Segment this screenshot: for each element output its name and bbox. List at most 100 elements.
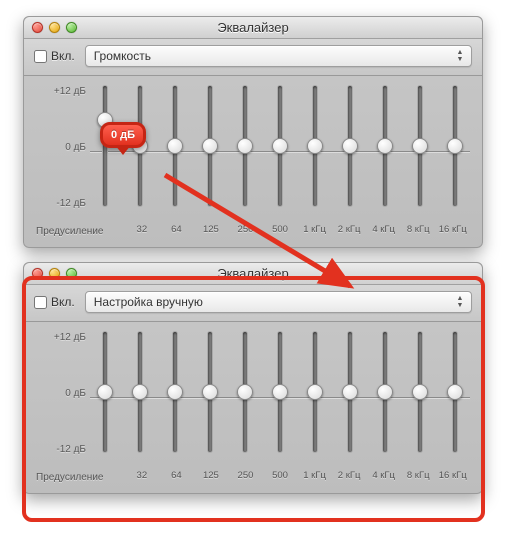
slider-knob[interactable] xyxy=(202,138,218,154)
band-slider[interactable] xyxy=(195,86,226,206)
slider-knob[interactable] xyxy=(377,384,393,400)
freq-label: 8 кГц xyxy=(401,470,436,483)
equalizer-window: Эквалайзер Вкл. Настройка вручную ▲▼ +12 дБ0… xyxy=(23,262,483,494)
scale-mid: 0 дБ xyxy=(65,142,86,153)
freq-label: 32 xyxy=(125,470,160,483)
toolbar: Вкл. Громкость▲▼ xyxy=(24,39,482,76)
freq-label: 500 xyxy=(263,224,298,237)
close-button[interactable] xyxy=(32,268,43,279)
slider-knob[interactable] xyxy=(237,138,253,154)
band-slider[interactable] xyxy=(160,332,191,452)
freq-label: 250 xyxy=(228,470,263,483)
preamp-label: Предусиление xyxy=(36,470,90,483)
scale-top: +12 дБ xyxy=(54,86,86,97)
freq-label: 64 xyxy=(159,470,194,483)
slider-knob[interactable] xyxy=(447,138,463,154)
preamp-label: Предусиление xyxy=(36,224,90,237)
scale-bottom: -12 дБ xyxy=(56,444,86,455)
slider-knob[interactable] xyxy=(237,384,253,400)
freq-label: 125 xyxy=(194,470,229,483)
preamp-slider[interactable] xyxy=(90,332,121,452)
band-slider[interactable] xyxy=(369,86,400,206)
updown-icon: ▲▼ xyxy=(455,295,465,309)
scale-bottom: -12 дБ xyxy=(56,198,86,209)
band-slider[interactable] xyxy=(299,86,330,206)
band-slider[interactable] xyxy=(334,332,365,452)
updown-icon: ▲▼ xyxy=(455,49,465,63)
window-title: Эквалайзер xyxy=(24,20,482,35)
equalizer-window: Эквалайзер Вкл. Громкость▲▼ +12 дБ 0 дБ -12 д… xyxy=(23,16,483,248)
band-slider[interactable] xyxy=(265,86,296,206)
db-scale: +12 дБ 0 дБ -12 дБ xyxy=(36,86,90,216)
freq-label: 125 xyxy=(194,224,229,237)
slider-knob[interactable] xyxy=(272,138,288,154)
band-slider[interactable] xyxy=(265,332,296,452)
callout-bubble: 0 дБ xyxy=(100,122,146,148)
preset-label: Настройка вручную xyxy=(94,295,203,309)
freq-label: 2 кГц xyxy=(332,470,367,483)
freq-label: 4 кГц xyxy=(366,224,401,237)
band-slider[interactable] xyxy=(230,332,261,452)
db-scale: +12 дБ0 дБ-12 дБ xyxy=(36,332,90,462)
enable-label: Вкл. xyxy=(51,295,75,309)
slider-knob[interactable] xyxy=(307,138,323,154)
band-slider[interactable] xyxy=(439,86,470,206)
frequency-labels: Предусилениеx32641252505001 кГц2 кГц4 кГ… xyxy=(24,224,482,247)
band-slider[interactable] xyxy=(334,86,365,206)
slider-knob[interactable] xyxy=(167,138,183,154)
slider-knob[interactable] xyxy=(412,138,428,154)
band-slider[interactable] xyxy=(195,332,226,452)
slider-knob[interactable] xyxy=(307,384,323,400)
preset-dropdown[interactable]: Громкость▲▼ xyxy=(85,45,472,67)
freq-list: x32641252505001 кГц2 кГц4 кГц8 кГц16 кГц xyxy=(90,224,470,237)
slider-knob[interactable] xyxy=(272,384,288,400)
slider-knob[interactable] xyxy=(342,384,358,400)
freq-label: 1 кГц xyxy=(297,224,332,237)
band-slider[interactable] xyxy=(160,86,191,206)
slider-knob[interactable] xyxy=(377,138,393,154)
slider-knob[interactable] xyxy=(342,138,358,154)
titlebar: Эквалайзер xyxy=(24,263,482,285)
traffic-lights xyxy=(32,268,77,279)
titlebar: Эквалайзер xyxy=(24,17,482,39)
close-button[interactable] xyxy=(32,22,43,33)
freq-label: 2 кГц xyxy=(332,224,367,237)
freq-label: 1 кГц xyxy=(297,470,332,483)
zoom-button[interactable] xyxy=(66,22,77,33)
band-slider[interactable] xyxy=(404,86,435,206)
freq-label: 500 xyxy=(263,470,298,483)
band-slider[interactable] xyxy=(230,86,261,206)
toolbar: Вкл. Настройка вручную ▲▼ xyxy=(24,285,482,322)
enable-checkbox[interactable] xyxy=(34,296,47,309)
sliders xyxy=(90,86,470,216)
freq-label: 16 кГц xyxy=(435,470,470,483)
equalizer-body: +12 дБ 0 дБ -12 дБ xyxy=(24,76,482,224)
band-slider[interactable] xyxy=(369,332,400,452)
slider-knob[interactable] xyxy=(132,384,148,400)
band-slider[interactable] xyxy=(439,332,470,452)
band-slider[interactable] xyxy=(125,332,156,452)
freq-label: 32 xyxy=(125,224,160,237)
enable-checkbox-group: Вкл. xyxy=(34,295,75,309)
slider-knob[interactable] xyxy=(412,384,428,400)
slider-knob[interactable] xyxy=(167,384,183,400)
zoom-button[interactable] xyxy=(66,268,77,279)
minimize-button[interactable] xyxy=(49,22,60,33)
enable-checkbox[interactable] xyxy=(34,50,47,63)
minimize-button[interactable] xyxy=(49,268,60,279)
scale-top: +12 дБ xyxy=(54,332,86,343)
freq-label: 64 xyxy=(159,224,194,237)
sliders xyxy=(90,332,470,462)
slider-knob[interactable] xyxy=(202,384,218,400)
enable-label: Вкл. xyxy=(51,49,75,63)
band-slider[interactable] xyxy=(404,332,435,452)
enable-checkbox-group: Вкл. xyxy=(34,49,75,63)
slider-knob[interactable] xyxy=(447,384,463,400)
freq-label: 16 кГц xyxy=(435,224,470,237)
freq-list: x32641252505001 кГц2 кГц4 кГц8 кГц16 кГц xyxy=(90,470,470,483)
freq-label: 4 кГц xyxy=(366,470,401,483)
slider-knob[interactable] xyxy=(97,384,113,400)
preset-dropdown[interactable]: Настройка вручную ▲▼ xyxy=(85,291,472,313)
freq-label: 250 xyxy=(228,224,263,237)
band-slider[interactable] xyxy=(299,332,330,452)
